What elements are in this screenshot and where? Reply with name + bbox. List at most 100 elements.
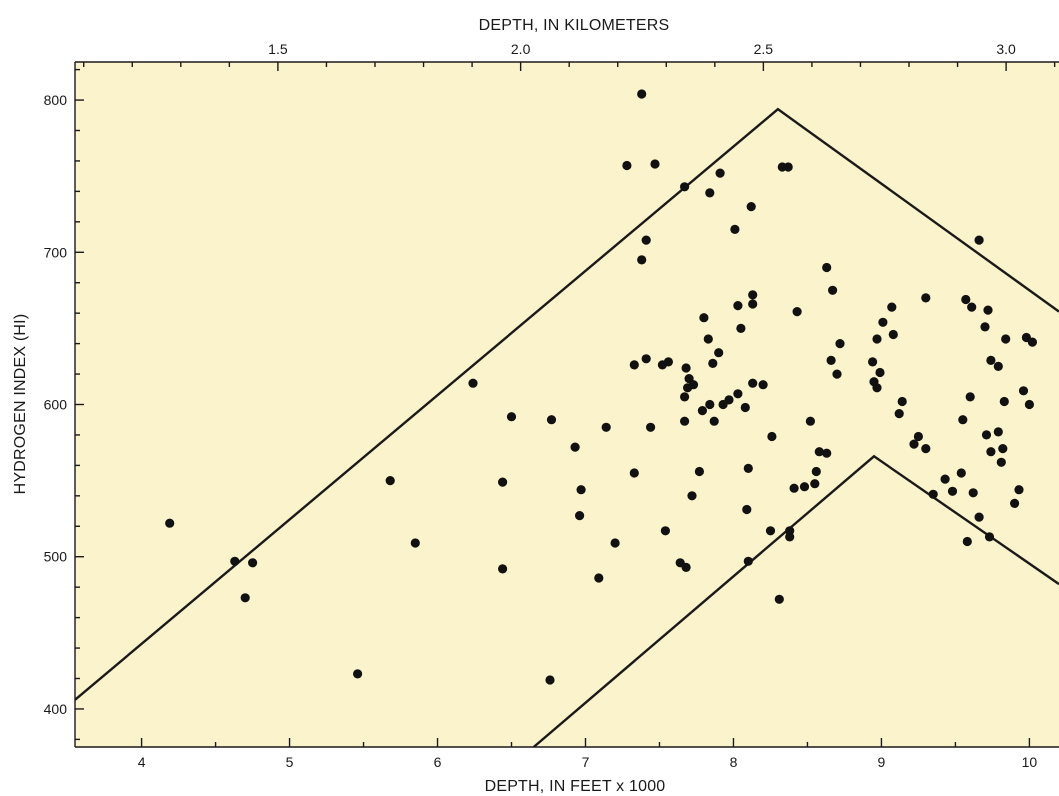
data-point: [230, 556, 240, 566]
plot-area: [75, 62, 1059, 747]
y-axis-title: HYDROGEN INDEX (HI): [12, 314, 29, 495]
data-point: [736, 323, 746, 333]
data-point: [792, 307, 802, 317]
data-point: [694, 466, 705, 477]
data-point: [629, 468, 639, 478]
data-point: [601, 422, 611, 432]
data-point: [993, 361, 1003, 371]
data-point: [576, 485, 586, 495]
data-point: [921, 293, 931, 303]
x-tick-label: 9: [878, 754, 886, 770]
data-point: [743, 463, 753, 473]
data-point: [967, 302, 977, 312]
data-point: [913, 431, 924, 442]
data-point: [641, 354, 651, 364]
data-point: [810, 479, 820, 489]
data-point: [947, 486, 958, 496]
data-point: [785, 532, 795, 542]
data-point: [498, 477, 508, 487]
y-tick-label: 800: [44, 92, 68, 108]
data-point: [697, 406, 708, 416]
data-point: [998, 444, 1008, 454]
data-point: [724, 395, 734, 405]
data-point: [897, 396, 907, 407]
data-point: [733, 389, 743, 399]
x2-tick-label: 3.0: [996, 41, 1016, 57]
data-point: [353, 669, 363, 679]
data-point: [498, 564, 508, 574]
data-point: [961, 294, 971, 305]
data-point: [650, 159, 660, 169]
data-point: [715, 168, 725, 178]
data-point: [660, 526, 671, 536]
data-point: [805, 416, 816, 426]
data-point: [811, 466, 821, 477]
data-point: [958, 415, 968, 425]
data-point: [705, 188, 715, 198]
data-point: [968, 488, 978, 498]
data-point: [680, 182, 690, 192]
data-point: [240, 593, 250, 603]
data-point: [680, 392, 690, 402]
data-point: [986, 355, 996, 365]
data-point: [733, 301, 743, 311]
data-point: [828, 285, 838, 295]
data-point: [637, 89, 647, 99]
data-point: [708, 358, 718, 368]
data-point: [940, 474, 950, 484]
x-tick-label: 10: [1022, 754, 1038, 770]
data-point: [956, 468, 966, 478]
data-point: [1014, 485, 1024, 495]
data-point: [641, 235, 651, 245]
x2-tick-label: 2.0: [511, 41, 531, 57]
data-point: [165, 518, 175, 528]
data-point: [774, 594, 784, 604]
data-point: [699, 313, 709, 323]
x2-axis-title: DEPTH, IN KILOMETERS: [479, 17, 670, 34]
data-point: [730, 224, 740, 234]
data-point: [996, 457, 1006, 467]
data-point: [681, 363, 691, 373]
x-tick-label: 6: [434, 754, 442, 770]
data-point: [999, 396, 1009, 407]
data-point: [703, 334, 713, 344]
y-tick-label: 500: [44, 549, 68, 565]
data-point: [248, 558, 258, 568]
data-point: [629, 360, 639, 370]
data-point: [909, 439, 919, 449]
data-point: [974, 512, 984, 522]
envelope-line-1: [75, 107, 1059, 701]
data-point: [878, 317, 888, 327]
data-point: [986, 447, 996, 457]
y-tick-label: 700: [44, 244, 68, 260]
data-point: [993, 427, 1003, 437]
data-point: [740, 402, 750, 413]
data-point: [767, 431, 777, 442]
data-point: [928, 489, 938, 499]
x2-tick-label: 2.5: [754, 41, 774, 57]
y-tick-label: 400: [44, 701, 68, 717]
data-point: [687, 491, 697, 501]
data-point: [594, 573, 604, 583]
data-point: [545, 675, 555, 685]
data-point: [742, 504, 752, 515]
data-point: [826, 355, 836, 365]
data-point: [709, 416, 719, 426]
data-point: [822, 448, 832, 458]
data-point: [575, 510, 585, 521]
data-point: [663, 357, 674, 367]
data-point: [872, 383, 882, 393]
data-point: [705, 399, 715, 410]
data-point: [965, 392, 975, 402]
data-point: [894, 409, 904, 419]
data-point: [832, 369, 842, 379]
envelope-lines: [75, 107, 1059, 747]
data-point: [887, 302, 897, 312]
data-point: [748, 378, 758, 388]
data-point: [546, 415, 557, 425]
data-point: [610, 538, 620, 548]
x-tick-label: 4: [138, 754, 146, 770]
data-point: [410, 538, 420, 548]
data-point: [921, 444, 931, 454]
